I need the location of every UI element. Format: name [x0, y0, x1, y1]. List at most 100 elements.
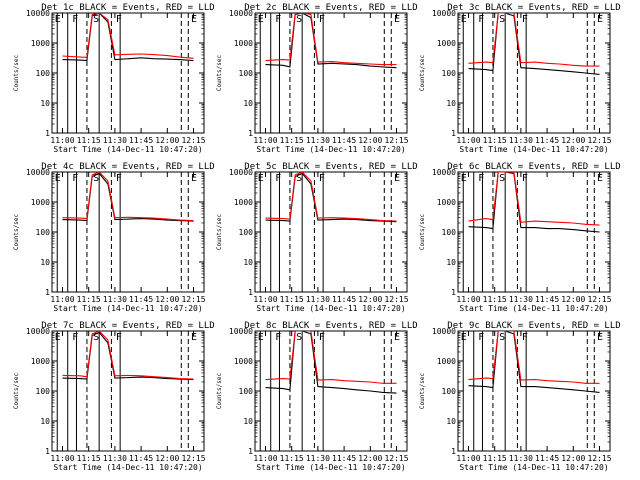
- y-tick-label: 10000: [26, 168, 50, 177]
- region-marker-e: E: [461, 332, 467, 343]
- region-marker-f: F: [72, 14, 78, 25]
- y-tick-label: 1: [248, 288, 253, 297]
- x-tick-label: 11:45: [332, 295, 356, 304]
- region-marker-f: F: [522, 14, 528, 25]
- x-tick-label: 12:00: [561, 136, 585, 145]
- x-tick-label: 11:00: [456, 136, 480, 145]
- region-marker-e: E: [55, 14, 61, 25]
- region-marker-s: S: [93, 14, 99, 25]
- region-marker-s: S: [499, 332, 505, 343]
- y-tick-label: 10: [446, 417, 456, 426]
- panel-title: Det 8c BLACK = Events, RED = LLD: [244, 321, 417, 331]
- x-tick-label: 11:45: [129, 136, 153, 145]
- x-axis-label: Start Time (14-Dec-11 10:47:20): [256, 304, 405, 313]
- region-marker-f: F: [275, 14, 281, 25]
- y-tick-label: 1: [45, 288, 50, 297]
- y-tick-label: 1000: [234, 39, 253, 48]
- region-marker-s: S: [296, 173, 302, 184]
- series-line-events: [468, 13, 600, 75]
- region-marker-f: F: [319, 173, 325, 184]
- region-marker-f: F: [72, 332, 78, 343]
- y-tick-label: 1000: [31, 198, 50, 207]
- panel-4: Det 4c BLACK = Events, RED = LLD 1 10 100 10…: [13, 162, 215, 313]
- panel-5: Det 5c BLACK = Events, RED = LLD 1 10 100 10…: [216, 162, 418, 313]
- x-tick-label: 12:00: [358, 454, 382, 463]
- x-axis-label: Start Time (14-Dec-11 10:47:20): [53, 145, 202, 154]
- region-marker-e: E: [55, 332, 61, 343]
- y-tick-label: 1000: [31, 357, 50, 366]
- y-tick-label: 1: [451, 288, 456, 297]
- series-group: [265, 331, 397, 394]
- x-tick-label: 12:15: [587, 454, 611, 463]
- x-tick-label: 11:30: [103, 454, 127, 463]
- y-tick-label: 100: [239, 228, 254, 237]
- x-tick-label: 11:15: [483, 136, 507, 145]
- x-axis-label: Start Time (14-Dec-11 10:47:20): [459, 304, 608, 313]
- x-tick-label: 11:15: [483, 295, 507, 304]
- y-tick-label: 10: [40, 99, 50, 108]
- region-marker-s: S: [499, 14, 505, 25]
- series-line-events: [265, 172, 397, 223]
- panel-2: Det 2c BLACK = Events, RED = LLD 1 10 100 10…: [216, 3, 418, 154]
- y-tick-label: 10: [243, 99, 253, 108]
- panel-title: Det 2c BLACK = Events, RED = LLD: [244, 3, 417, 13]
- x-tick-label: 11:45: [129, 295, 153, 304]
- series-line-events: [468, 331, 600, 393]
- y-tick-label: 10: [446, 99, 456, 108]
- x-tick-label: 12:15: [384, 136, 408, 145]
- x-tick-label: 12:15: [181, 295, 205, 304]
- x-tick-label: 12:00: [561, 454, 585, 463]
- y-axis-label: Counts/sec: [13, 373, 20, 410]
- y-tick-label: 100: [36, 387, 51, 396]
- x-tick-label: 11:15: [280, 295, 304, 304]
- y-axis-label: Counts/sec: [419, 55, 426, 92]
- y-tick-label: 10000: [229, 327, 253, 336]
- series-line-events: [468, 172, 600, 233]
- region-marker-e: E: [191, 332, 197, 343]
- x-tick-label: 11:45: [129, 454, 153, 463]
- y-tick-label: 1000: [437, 357, 456, 366]
- y-tick-label: 10: [40, 258, 50, 267]
- y-tick-label: 1000: [31, 39, 50, 48]
- region-marker-e: E: [55, 173, 61, 184]
- x-tick-label: 11:15: [280, 454, 304, 463]
- region-marker-f: F: [72, 173, 78, 184]
- region-marker-e: E: [258, 332, 264, 343]
- x-axis-label: Start Time (14-Dec-11 10:47:20): [256, 145, 405, 154]
- panel-9: Det 9c BLACK = Events, RED = LLD 1 10 100 10…: [419, 321, 621, 472]
- series-group: [265, 13, 397, 69]
- series-group: [468, 13, 600, 75]
- x-tick-label: 12:15: [384, 454, 408, 463]
- x-tick-label: 11:15: [77, 454, 101, 463]
- region-marker-e: E: [394, 332, 400, 343]
- x-tick-label: 11:45: [535, 136, 559, 145]
- y-tick-label: 1000: [437, 39, 456, 48]
- y-tick-label: 10: [243, 258, 253, 267]
- y-tick-label: 1000: [234, 357, 253, 366]
- panel-title: Det 5c BLACK = Events, RED = LLD: [244, 162, 417, 172]
- region-marker-s: S: [499, 173, 505, 184]
- region-marker-f: F: [522, 332, 528, 343]
- y-tick-label: 10000: [432, 168, 456, 177]
- y-tick-label: 100: [442, 387, 457, 396]
- region-marker-e: E: [394, 173, 400, 184]
- region-marker-e: E: [461, 173, 467, 184]
- panel-title: Det 3c BLACK = Events, RED = LLD: [447, 3, 620, 13]
- y-tick-label: 100: [442, 228, 457, 237]
- x-tick-label: 11:15: [280, 136, 304, 145]
- panel-1: Det 1c BLACK = Events, RED = LLD 1 10 100 10…: [13, 3, 215, 154]
- series-line-events: [265, 13, 397, 69]
- x-tick-label: 11:45: [332, 454, 356, 463]
- y-tick-label: 1: [451, 129, 456, 138]
- x-tick-label: 11:45: [332, 136, 356, 145]
- y-tick-label: 10: [40, 417, 50, 426]
- series-group: [265, 172, 397, 223]
- panel-title: Det 7c BLACK = Events, RED = LLD: [41, 321, 214, 331]
- region-marker-e: E: [191, 14, 197, 25]
- series-line-lld: [265, 331, 397, 384]
- panel-title: Det 4c BLACK = Events, RED = LLD: [41, 162, 214, 172]
- series-group: [62, 331, 194, 381]
- y-tick-label: 10: [243, 417, 253, 426]
- region-marker-s: S: [296, 14, 302, 25]
- x-axis-label: Start Time (14-Dec-11 10:47:20): [459, 145, 608, 154]
